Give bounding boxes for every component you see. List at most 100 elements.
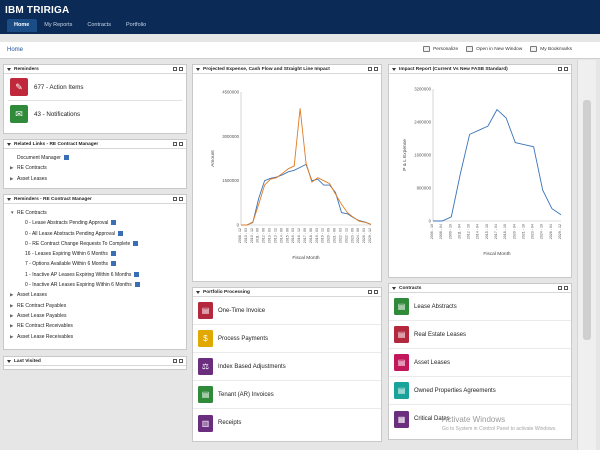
reminder-item[interactable]: 0 - All Lease Abstracts Pending Approval (10, 229, 180, 239)
bookmarks-label: My Bookmarks (540, 46, 572, 52)
node-label: Asset Lease Receivables (17, 333, 74, 340)
tree-node-asset-lease-receivables[interactable]: ▶ Asset Lease Receivables (10, 332, 180, 342)
x-tick-label: 2024 - 10 (540, 224, 544, 239)
x-tick-label: 2023 - 04 (531, 224, 535, 239)
collapse-icon[interactable] (392, 67, 396, 71)
expand-arrow-icon[interactable]: ▶ (10, 312, 14, 318)
panel-title: Last Visited (14, 358, 41, 364)
menu-icon[interactable] (179, 359, 183, 363)
tab-my-reports[interactable]: My Reports (44, 22, 73, 28)
page-scrollbar-thumb[interactable] (583, 100, 591, 340)
lease-abstracts-link[interactable]: ▤ Lease Abstracts (389, 293, 571, 321)
process-payments-link[interactable]: $ Process Payments (193, 325, 381, 353)
tab-portfolio[interactable]: Portfolio (125, 22, 147, 28)
x-tick-label: 2015 - 06 (285, 228, 289, 243)
reminder-label: 0 - Lease Abstracts Pending Approval (25, 220, 109, 227)
menu-icon[interactable] (374, 290, 378, 294)
index-based-adjustments-link[interactable]: ⚖ Index Based Adjustments (193, 353, 381, 381)
x-axis-label: Fiscal Month (483, 251, 511, 257)
node-label: Asset Lease Payables (17, 312, 67, 319)
open-new-window-button[interactable]: Open in New Window (466, 46, 522, 52)
tab-contracts[interactable]: Contracts (87, 22, 111, 28)
y-tick-label: 2400000 (414, 120, 431, 125)
breadcrumb-bar: Home Personalize Open in New Window My B… (0, 42, 600, 59)
maximize-icon[interactable] (173, 142, 177, 146)
expand-arrow-icon[interactable]: ▶ (10, 165, 14, 171)
critical-dates-link[interactable]: ▦ Critical Dates (389, 405, 571, 433)
owned-properties-agreements-link[interactable]: ▤ Owned Properties Agreements (389, 377, 571, 405)
maximize-icon[interactable] (368, 290, 372, 294)
link-document-manager[interactable]: Document Manager (10, 153, 180, 163)
menu-icon[interactable] (179, 142, 183, 146)
link-asset-leases[interactable]: ▶ Asset Leases (10, 174, 180, 184)
expand-arrow-icon[interactable]: ▶ (10, 302, 14, 308)
menu-icon[interactable] (374, 67, 378, 71)
reminder-item[interactable]: 0 - RE Contract Change Requests To Compl… (10, 239, 180, 249)
action-items-link[interactable]: ✎ 677 - Action Items (4, 74, 186, 100)
menu-icon[interactable] (179, 197, 183, 201)
x-tick-label: 2026 - 04 (549, 224, 553, 239)
collapse-icon[interactable] (7, 142, 11, 146)
expand-arrow-icon[interactable]: ▶ (10, 292, 14, 298)
reminder-item[interactable]: 7 - Options Available Within 6 Months (10, 259, 180, 269)
x-tick-label: 2023 - 09 (350, 228, 354, 243)
stamp-icon: ✎ (10, 78, 28, 96)
personalize-button[interactable]: Personalize (423, 46, 458, 52)
expand-arrow-icon[interactable]: ▶ (10, 175, 14, 181)
menu-icon[interactable] (564, 67, 568, 71)
collapse-icon[interactable] (392, 286, 396, 290)
projected-expense-chart-panel: Projected Expense, Cash Flow and Straigh… (192, 64, 382, 282)
tree-node-re-contracts[interactable]: ▼ RE Contracts (10, 208, 180, 218)
x-tick-label: 2014 - 04 (476, 224, 480, 239)
asset-leases-link[interactable]: ▤ Asset Leases (389, 349, 571, 377)
one-time-invoice-link[interactable]: ▤ One-Time Invoice (193, 297, 381, 325)
reminder-item[interactable]: 0 - Lease Abstracts Pending Approval (10, 218, 180, 228)
brand-logo: IBM TRIRIGA (5, 5, 70, 16)
tab-home[interactable]: Home (7, 19, 38, 32)
maximize-icon[interactable] (368, 67, 372, 71)
tree-node-re-contract-receivables[interactable]: ▶ RE Contract Receivables (10, 321, 180, 331)
bookmarks-button[interactable]: My Bookmarks (530, 46, 572, 52)
x-tick-label: 2011 - 09 (256, 228, 260, 243)
notifications-label: 43 - Notifications (34, 110, 81, 118)
maximize-icon[interactable] (173, 359, 177, 363)
page-tools: Personalize Open in New Window My Bookma… (423, 46, 572, 52)
tenant-ar-invoices-link[interactable]: ▤ Tenant (AR) Invoices (193, 381, 381, 409)
reminder-item[interactable]: 16 - Leases Expiring Within 6 Months (10, 249, 180, 259)
x-tick-label: 2018 - 06 (309, 228, 313, 243)
collapse-icon[interactable] (196, 67, 200, 71)
new-window-icon (466, 46, 474, 52)
reminder-item[interactable]: 1 - Inactive AP Leases Expiring Within 6… (10, 270, 180, 280)
collapse-icon[interactable] (7, 197, 11, 201)
collapse-icon[interactable] (7, 359, 11, 363)
series-line-1 (433, 108, 562, 222)
link-re-contracts[interactable]: ▶ RE Contracts (10, 163, 180, 173)
notifications-link[interactable]: ✉ 43 - Notifications (4, 101, 186, 127)
x-tick-label: 2021 - 06 (333, 228, 337, 243)
breadcrumb[interactable]: Home (7, 47, 24, 53)
real-estate-leases-link[interactable]: ▤ Real Estate Leases (389, 321, 571, 349)
tree-node-asset-leases[interactable]: ▶ Asset Leases (10, 290, 180, 300)
expand-arrow-icon[interactable]: ▶ (10, 323, 14, 329)
menu-icon[interactable] (179, 67, 183, 71)
node-label: RE Contract Receivables (17, 323, 73, 330)
collapse-icon[interactable] (7, 67, 11, 71)
y-tick-label: 4500000 (222, 90, 239, 95)
x-tick-label: 2022 - 03 (338, 228, 342, 243)
maximize-icon[interactable] (173, 197, 177, 201)
receipts-link[interactable]: ▥ Receipts (193, 409, 381, 437)
maximize-icon[interactable] (558, 286, 562, 290)
reminder-item[interactable]: 0 - Inactive AR Leases Expiring Within 6… (10, 280, 180, 290)
collapse-icon[interactable] (196, 290, 200, 294)
maximize-icon[interactable] (558, 67, 562, 71)
expand-arrow-icon[interactable]: ▶ (10, 333, 14, 339)
menu-icon[interactable] (564, 286, 568, 290)
tree-node-re-contract-payables[interactable]: ▶ RE Contract Payables (10, 301, 180, 311)
x-tick-label: 2020 - 09 (327, 228, 331, 243)
maximize-icon[interactable] (173, 67, 177, 71)
link-label: Owned Properties Agreements (414, 387, 496, 394)
tree-node-asset-lease-payables[interactable]: ▶ Asset Lease Payables (10, 311, 180, 321)
panel-header: Related Links - RE Contract Manager (4, 140, 186, 149)
collapse-arrow-icon[interactable]: ▼ (10, 210, 15, 215)
